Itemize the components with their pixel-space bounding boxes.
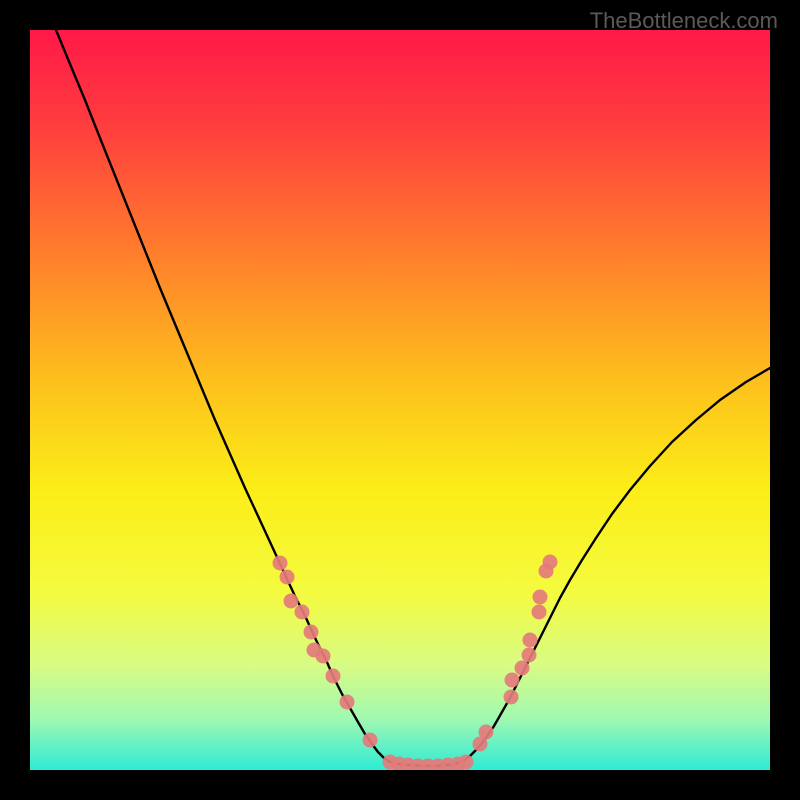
data-marker <box>479 725 494 740</box>
data-marker <box>326 669 341 684</box>
data-marker <box>543 555 558 570</box>
data-marker <box>515 661 530 676</box>
data-marker <box>284 594 299 609</box>
data-marker <box>340 695 355 710</box>
data-marker <box>505 673 520 688</box>
bottleneck-curve <box>56 30 770 766</box>
data-marker <box>532 605 547 620</box>
data-marker <box>459 755 474 770</box>
data-marker <box>363 733 378 748</box>
marker-group <box>273 555 558 771</box>
data-marker <box>280 570 295 585</box>
data-marker <box>316 649 331 664</box>
data-marker <box>523 633 538 648</box>
data-marker <box>504 690 519 705</box>
data-marker <box>522 648 537 663</box>
data-marker <box>533 590 548 605</box>
watermark-text: TheBottleneck.com <box>590 8 778 34</box>
data-marker <box>273 556 288 571</box>
data-marker <box>295 605 310 620</box>
plot-area <box>30 30 770 770</box>
chart-overlay <box>30 30 770 770</box>
data-marker <box>304 625 319 640</box>
